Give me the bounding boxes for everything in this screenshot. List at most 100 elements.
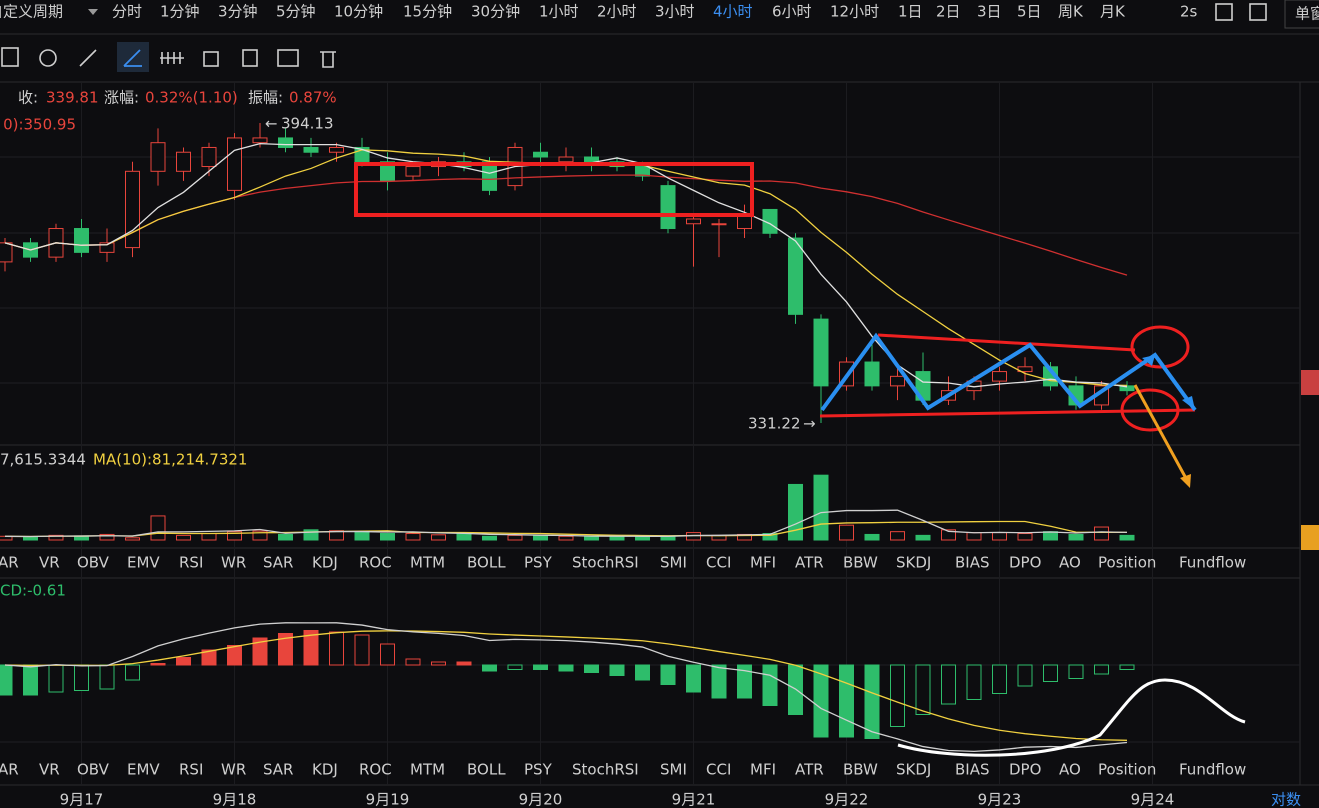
indicator-tab[interactable]: BIAS [955,554,990,572]
indicator-tab[interactable]: KDJ [312,554,338,572]
volume-bar [405,533,421,541]
period-option[interactable]: 15分钟 [403,3,452,21]
indicator-tab[interactable]: EMV [127,761,160,779]
tool-icon[interactable] [79,49,97,67]
period-option[interactable]: 2日 [936,3,961,21]
indicator-tab[interactable]: SMI [660,761,687,779]
volume-bar [1094,526,1109,541]
candle-body [558,156,574,163]
tool-icon[interactable] [123,49,142,67]
tool-icon[interactable] [320,51,336,68]
indicator-tab[interactable]: AO [1059,761,1081,779]
period-option[interactable]: 1日 [898,3,923,21]
indicator-tab[interactable]: WR [221,761,246,779]
window-mode[interactable]: 单窗口 [1295,5,1319,23]
indicator-tab[interactable]: ROC [359,554,392,572]
annotation-arrow [1133,384,1190,483]
indicator-tab[interactable]: WR [221,554,246,572]
period-option[interactable]: 2小时 [597,3,637,21]
indicator-tab[interactable]: Position [1098,554,1156,572]
indicator-tab[interactable]: BOLL [467,761,506,779]
indicator-tab[interactable]: MTM [410,761,445,779]
volume-bar [227,531,242,541]
indicator-tab[interactable]: RSI [179,554,203,572]
period-option[interactable]: 10分钟 [334,3,383,21]
tool-icon[interactable] [203,51,219,67]
period-option[interactable]: 6小时 [772,3,812,21]
period-option[interactable]: 1分钟 [160,3,200,21]
indicator-tab[interactable]: BBW [843,554,878,572]
period-option[interactable]: 3日 [977,3,1002,21]
period-option[interactable]: 3分钟 [218,3,258,21]
candle-body [150,142,166,172]
period-option[interactable]: 分时 [112,3,142,21]
indicator-tab[interactable]: SMI [660,554,687,572]
indicator-tab[interactable]: ATR [795,554,824,572]
indicator-tab[interactable]: MFI [750,554,776,572]
expand-icon[interactable] [1215,3,1233,21]
period-option[interactable]: 周K [1058,3,1084,21]
period-option[interactable]: 1小时 [539,3,579,21]
scale-mode[interactable]: 对数 [1271,791,1301,808]
tool-icon[interactable] [39,49,57,67]
tool-icon[interactable] [242,49,258,67]
indicator-tab[interactable]: KDJ [312,761,338,779]
indicator-tab[interactable]: AO [1059,554,1081,572]
window-button[interactable] [1284,0,1319,29]
candle-body [227,137,242,191]
macd-bar [74,664,89,691]
indicator-tab[interactable]: AR [0,554,19,572]
indicator-tab[interactable]: SAR [263,554,293,572]
period-option[interactable]: 4小时 [713,3,753,21]
volume-ma-line [4,520,1128,538]
indicator-tab[interactable]: StochRSI [572,554,639,572]
tool-icon[interactable] [160,52,184,64]
volume-bar [252,530,268,541]
refresh[interactable]: 2s [1180,3,1198,21]
indicator-tab[interactable]: CCI [706,761,731,779]
period-option[interactable]: 月K [1100,3,1126,21]
period-option[interactable]: 5日 [1017,3,1042,21]
indicator-tab[interactable]: VR [39,761,60,779]
tool-icon[interactable] [1,47,19,67]
indicator-tab[interactable]: DPO [1009,761,1041,779]
macd-bar [609,664,625,676]
x-tick-label: 9月22 [825,791,869,808]
indicator-tab[interactable]: Fundflow [1179,554,1246,572]
indicator-tab[interactable]: MFI [750,761,776,779]
drawing-tools[interactable] [1,42,336,72]
indicator-tab[interactable]: BBW [843,761,878,779]
indicator-tab[interactable]: OBV [77,761,110,779]
indicator-tab[interactable]: MTM [410,554,445,572]
indicator-tab[interactable]: SKDJ [896,761,931,779]
period-option[interactable]: 5分钟 [276,3,316,21]
macd-bar [303,630,319,666]
period-option[interactable]: 自定义周期 [0,3,63,21]
indicator-tab[interactable]: OBV [77,554,110,572]
indicator-tab[interactable]: BIAS [955,761,990,779]
indicator-tab[interactable]: RSI [179,761,203,779]
indicator-tab[interactable]: VR [39,554,60,572]
indicator-tab[interactable]: PSY [524,554,553,572]
indicator-tab[interactable]: SAR [263,761,293,779]
indicator-tab[interactable]: SKDJ [896,554,931,572]
tool-icon[interactable] [277,49,299,67]
period-option[interactable]: 30分钟 [471,3,520,21]
period-option[interactable]: 3小时 [655,3,695,21]
indicator-tab[interactable]: CCI [706,554,731,572]
indicator-tab[interactable]: BOLL [467,554,506,572]
indicator-tab[interactable]: EMV [127,554,160,572]
indicator-tab[interactable]: ATR [795,761,824,779]
indicator-tab[interactable]: AR [0,761,19,779]
window-icon[interactable] [1249,3,1267,21]
indicator-tab[interactable]: DPO [1009,554,1041,572]
indicator-tab[interactable]: PSY [524,761,553,779]
indicator-tab[interactable]: Position [1098,761,1156,779]
indicator-tab[interactable]: Fundflow [1179,761,1246,779]
macd-bar [227,645,242,666]
indicator-tab[interactable]: StochRSI [572,761,639,779]
indicator-tab[interactable]: ROC [359,761,392,779]
period-option[interactable]: 12小时 [830,3,879,21]
macd-bar [762,664,778,706]
macd-bar [533,664,548,670]
